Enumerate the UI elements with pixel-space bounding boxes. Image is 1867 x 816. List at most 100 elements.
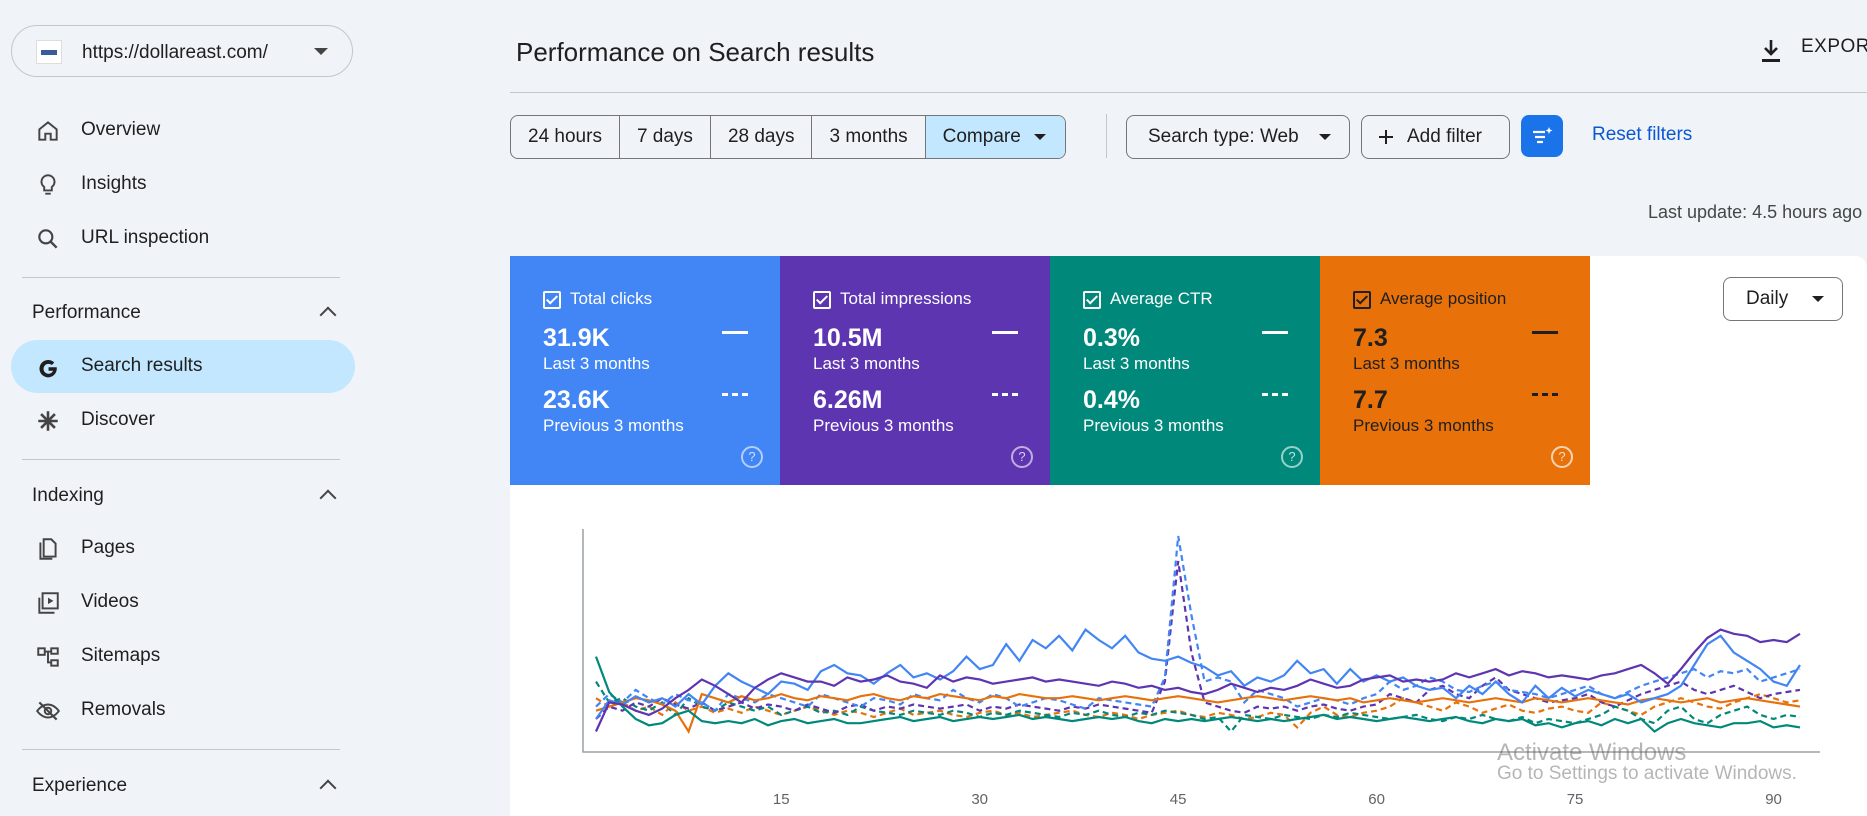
range-28-days[interactable]: 28 days: [711, 116, 813, 158]
date-range-selector: 24 hours 7 days 28 days 3 months Compare: [510, 115, 1066, 159]
metric-previous-period: Previous 3 months: [543, 416, 684, 435]
solid-line-legend-icon: [1262, 331, 1288, 334]
export-button[interactable]: EXPORT: [1801, 36, 1867, 57]
metric-current-period: Last 3 months: [1353, 354, 1460, 373]
property-selector[interactable]: https://dollareast.com/: [11, 25, 353, 77]
metric-previous-period: Previous 3 months: [1083, 416, 1224, 435]
range-24-hours[interactable]: 24 hours: [511, 116, 620, 158]
nav-url-inspection-label: URL inspection: [81, 227, 210, 248]
dashed-line-legend-icon: [1262, 393, 1288, 396]
pages-icon: [39, 538, 57, 560]
solid-line-legend-icon: [1532, 331, 1558, 334]
metric-previous-value: 6.26M: [813, 386, 883, 414]
nav-sitemaps[interactable]: Sitemaps: [11, 630, 355, 683]
x-tick-label: 60: [1368, 791, 1385, 806]
eye-off-icon: [35, 701, 61, 721]
watermark-subtitle: Go to Settings to activate Windows.: [1497, 763, 1797, 784]
caret-down-icon: [1812, 296, 1824, 302]
nav-insights[interactable]: Insights: [11, 158, 355, 211]
nav-overview[interactable]: Overview: [11, 104, 355, 157]
nav-discover-label: Discover: [81, 409, 155, 430]
chart-series-clicks-line: [595, 627, 1801, 720]
chart-axis: [582, 529, 1820, 753]
filter-sparkle-icon: [1533, 127, 1553, 144]
metric-card-average-ctr[interactable]: Average CTR 0.3% Last 3 months 0.4% Prev…: [1050, 256, 1320, 485]
granularity-dropdown[interactable]: Daily: [1723, 277, 1843, 321]
help-icon[interactable]: ?: [741, 446, 763, 468]
help-icon[interactable]: ?: [1551, 446, 1573, 468]
metric-current-period: Last 3 months: [813, 354, 920, 373]
header-divider: [510, 92, 1867, 93]
checkbox-icon[interactable]: [543, 291, 561, 309]
nav-pages[interactable]: Pages: [11, 522, 355, 575]
nav-insights-label: Insights: [81, 173, 147, 194]
chart-series-impressions-line: [594, 628, 1801, 732]
metric-card-average-position[interactable]: Average position 7.3 Last 3 months 7.7 P…: [1320, 256, 1590, 485]
x-tick-label: 30: [971, 791, 988, 806]
range-3-months[interactable]: 3 months: [812, 116, 926, 158]
nav-search-results-label: Search results: [81, 355, 203, 376]
main-content: Performance on Search results EXPORT 24 …: [510, 0, 1867, 816]
help-icon[interactable]: ?: [1011, 446, 1033, 468]
solid-line-legend-icon: [722, 331, 748, 334]
metric-card-total-impressions[interactable]: Total impressions 10.5M Last 3 months 6.…: [780, 256, 1050, 485]
metric-previous-value: 0.4%: [1083, 386, 1140, 414]
section-performance-heading[interactable]: Performance: [32, 302, 141, 323]
sidebar-divider: [22, 459, 340, 460]
metric-current-value: 10.5M: [813, 324, 883, 352]
compare-label: Compare: [942, 126, 1021, 147]
download-icon[interactable]: [1760, 38, 1782, 64]
search-type-label: Search type: Web: [1148, 126, 1299, 147]
property-url: https://dollareast.com/: [82, 42, 268, 63]
windows-activation-watermark: Activate Windows Go to Settings to activ…: [1497, 739, 1797, 785]
chevron-up-icon[interactable]: [319, 779, 337, 797]
add-filter-label: Add filter: [1407, 126, 1482, 147]
sidebar-divider: [22, 749, 340, 750]
help-icon[interactable]: ?: [1281, 446, 1303, 468]
metric-current-value: 7.3: [1353, 324, 1388, 352]
last-update-text: Last update: 4.5 hours ago: [1648, 202, 1863, 222]
search-icon: [38, 229, 58, 249]
x-tick-label: 90: [1765, 791, 1782, 806]
reset-filters-link[interactable]: Reset filters: [1592, 124, 1693, 145]
nav-url-inspection[interactable]: URL inspection: [11, 212, 355, 265]
compare-dropdown[interactable]: Compare: [925, 116, 1065, 158]
caret-down-icon: [1033, 134, 1046, 140]
nav-videos-label: Videos: [81, 591, 139, 612]
nav-removals[interactable]: Removals: [11, 684, 355, 737]
chevron-up-icon[interactable]: [319, 306, 337, 324]
page-title: Performance on Search results: [516, 37, 875, 67]
metric-previous-period: Previous 3 months: [1353, 416, 1494, 435]
nav-pages-label: Pages: [81, 537, 135, 558]
checkbox-icon[interactable]: [1353, 291, 1371, 309]
checkbox-icon[interactable]: [1083, 291, 1101, 309]
nav-removals-label: Removals: [81, 699, 166, 720]
nav-search-results[interactable]: Search results: [11, 340, 355, 393]
checkbox-icon[interactable]: [813, 291, 831, 309]
site-favicon-icon: [36, 40, 62, 64]
add-filter-button[interactable]: Add filter: [1361, 115, 1510, 159]
section-experience-heading[interactable]: Experience: [32, 775, 128, 796]
section-indexing-heading[interactable]: Indexing: [32, 485, 104, 506]
granularity-label: Daily: [1746, 288, 1789, 309]
x-tick-label: 15: [773, 791, 790, 806]
metric-card-total-clicks[interactable]: Total clicks 31.9K Last 3 months 23.6K P…: [510, 256, 780, 485]
metric-current-value: 31.9K: [543, 324, 610, 352]
video-icon: [38, 592, 59, 614]
metric-title: Total clicks: [570, 289, 653, 308]
metric-title: Total impressions: [840, 289, 972, 308]
metric-current-period: Last 3 months: [1083, 354, 1190, 373]
search-type-dropdown[interactable]: Search type: Web: [1126, 115, 1350, 159]
watermark-title: Activate Windows: [1497, 739, 1687, 766]
chevron-up-icon[interactable]: [319, 489, 337, 507]
metric-previous-value: 23.6K: [543, 386, 610, 414]
chevron-down-icon[interactable]: [314, 48, 328, 55]
range-7-days[interactable]: 7 days: [620, 116, 711, 158]
filter-settings-button[interactable]: [1521, 115, 1563, 157]
metric-title: Average CTR: [1110, 289, 1213, 308]
nav-discover[interactable]: Discover: [11, 394, 355, 447]
metric-current-value: 0.3%: [1083, 324, 1140, 352]
dashed-line-legend-icon: [992, 393, 1018, 396]
nav-videos[interactable]: Videos: [11, 576, 355, 629]
performance-chart[interactable]: 15 30 45 60 75 90: [510, 506, 1867, 806]
